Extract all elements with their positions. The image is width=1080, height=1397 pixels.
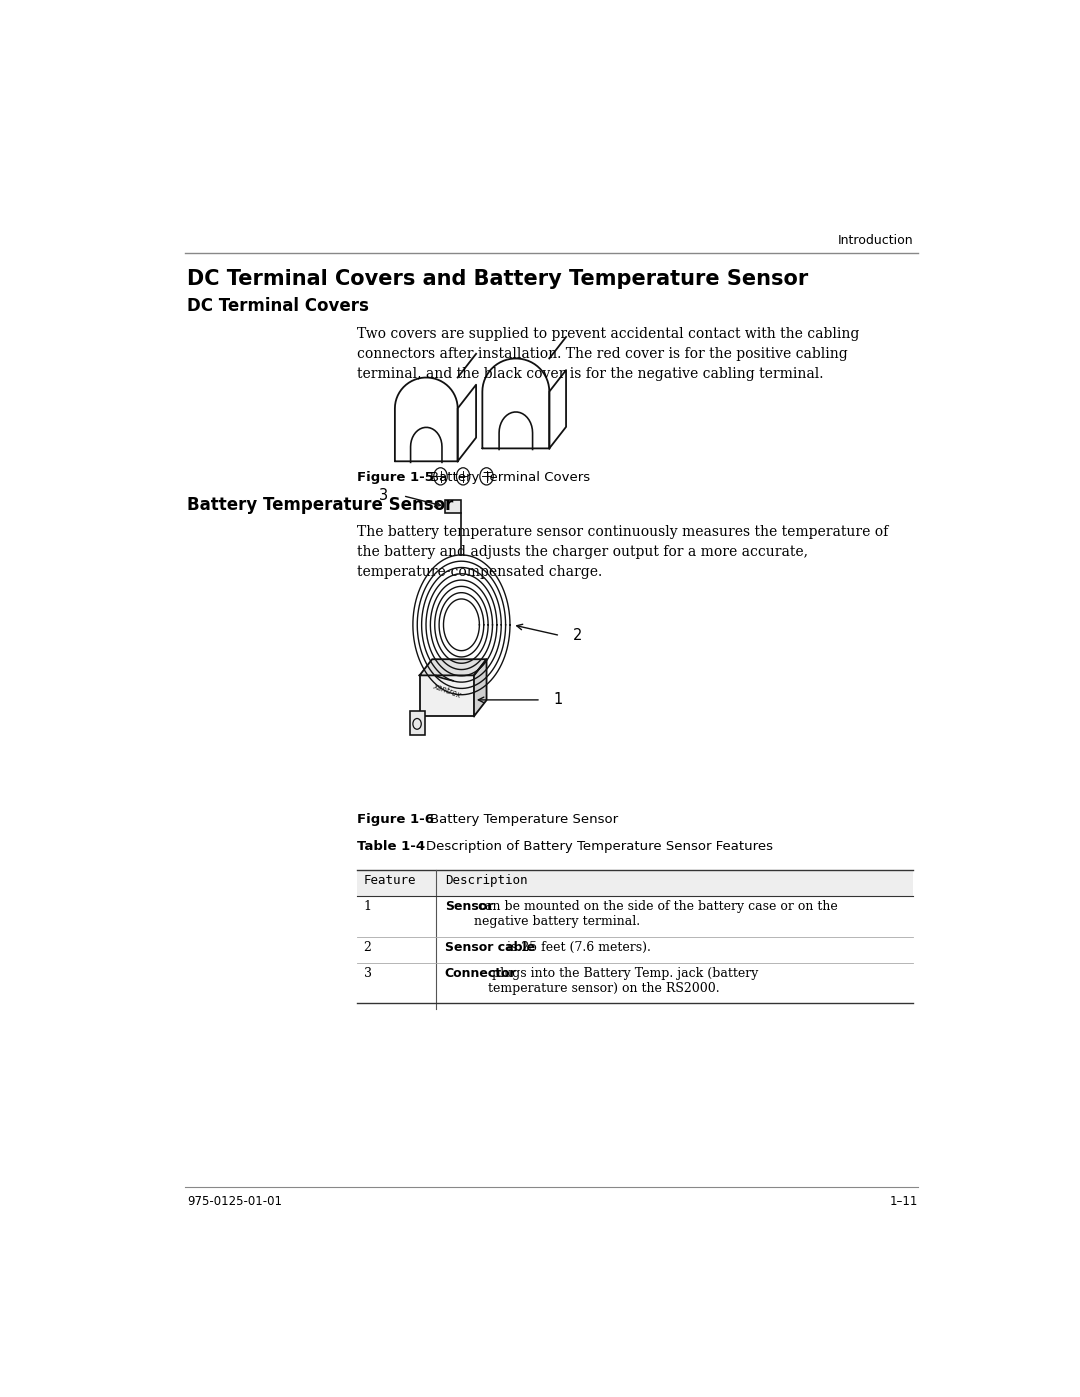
Polygon shape bbox=[420, 659, 486, 675]
Text: Connector: Connector bbox=[445, 967, 516, 979]
Text: Figure 1-5: Figure 1-5 bbox=[356, 471, 434, 483]
Polygon shape bbox=[356, 870, 914, 895]
Text: Description of Battery Temperature Sensor Features: Description of Battery Temperature Senso… bbox=[427, 840, 773, 854]
Text: plugs into the Battery Temp. jack (battery
temperature sensor) on the RS2000.: plugs into the Battery Temp. jack (batte… bbox=[488, 967, 759, 995]
Text: DC Terminal Covers and Battery Temperature Sensor: DC Terminal Covers and Battery Temperatu… bbox=[187, 268, 808, 289]
FancyBboxPatch shape bbox=[420, 675, 474, 717]
Text: 1: 1 bbox=[364, 900, 372, 914]
Text: can be mounted on the side of the battery case or on the
negative battery termin: can be mounted on the side of the batter… bbox=[474, 900, 838, 928]
Text: Figure 1-6: Figure 1-6 bbox=[356, 813, 434, 826]
Text: 1: 1 bbox=[554, 693, 563, 707]
Text: Introduction: Introduction bbox=[838, 235, 914, 247]
Text: 2: 2 bbox=[364, 942, 372, 954]
Text: 3: 3 bbox=[364, 967, 372, 979]
Polygon shape bbox=[409, 711, 424, 735]
Text: DC Terminal Covers: DC Terminal Covers bbox=[187, 296, 368, 314]
Text: Description: Description bbox=[445, 875, 527, 887]
Text: Sensor cable: Sensor cable bbox=[445, 942, 535, 954]
Text: Battery Terminal Covers: Battery Terminal Covers bbox=[431, 471, 591, 483]
Text: Feature: Feature bbox=[364, 875, 416, 887]
Text: Table 1-4: Table 1-4 bbox=[356, 840, 424, 854]
Text: 1–11: 1–11 bbox=[889, 1194, 918, 1208]
Text: 3: 3 bbox=[379, 488, 388, 503]
Polygon shape bbox=[474, 659, 486, 717]
Text: Battery Temperature Sensor: Battery Temperature Sensor bbox=[187, 496, 454, 514]
Text: xantrex: xantrex bbox=[431, 682, 462, 700]
Text: The battery temperature sensor continuously measures the temperature of
the batt: The battery temperature sensor continuou… bbox=[356, 525, 888, 578]
Text: 2: 2 bbox=[572, 629, 582, 643]
Text: is 25 feet (7.6 meters).: is 25 feet (7.6 meters). bbox=[503, 942, 651, 954]
Text: Two covers are supplied to prevent accidental contact with the cabling
connector: Two covers are supplied to prevent accid… bbox=[356, 327, 860, 381]
Polygon shape bbox=[445, 500, 461, 513]
Text: 975-0125-01-01: 975-0125-01-01 bbox=[187, 1194, 282, 1208]
Text: Sensor: Sensor bbox=[445, 900, 494, 914]
Text: Battery Temperature Sensor: Battery Temperature Sensor bbox=[431, 813, 619, 826]
